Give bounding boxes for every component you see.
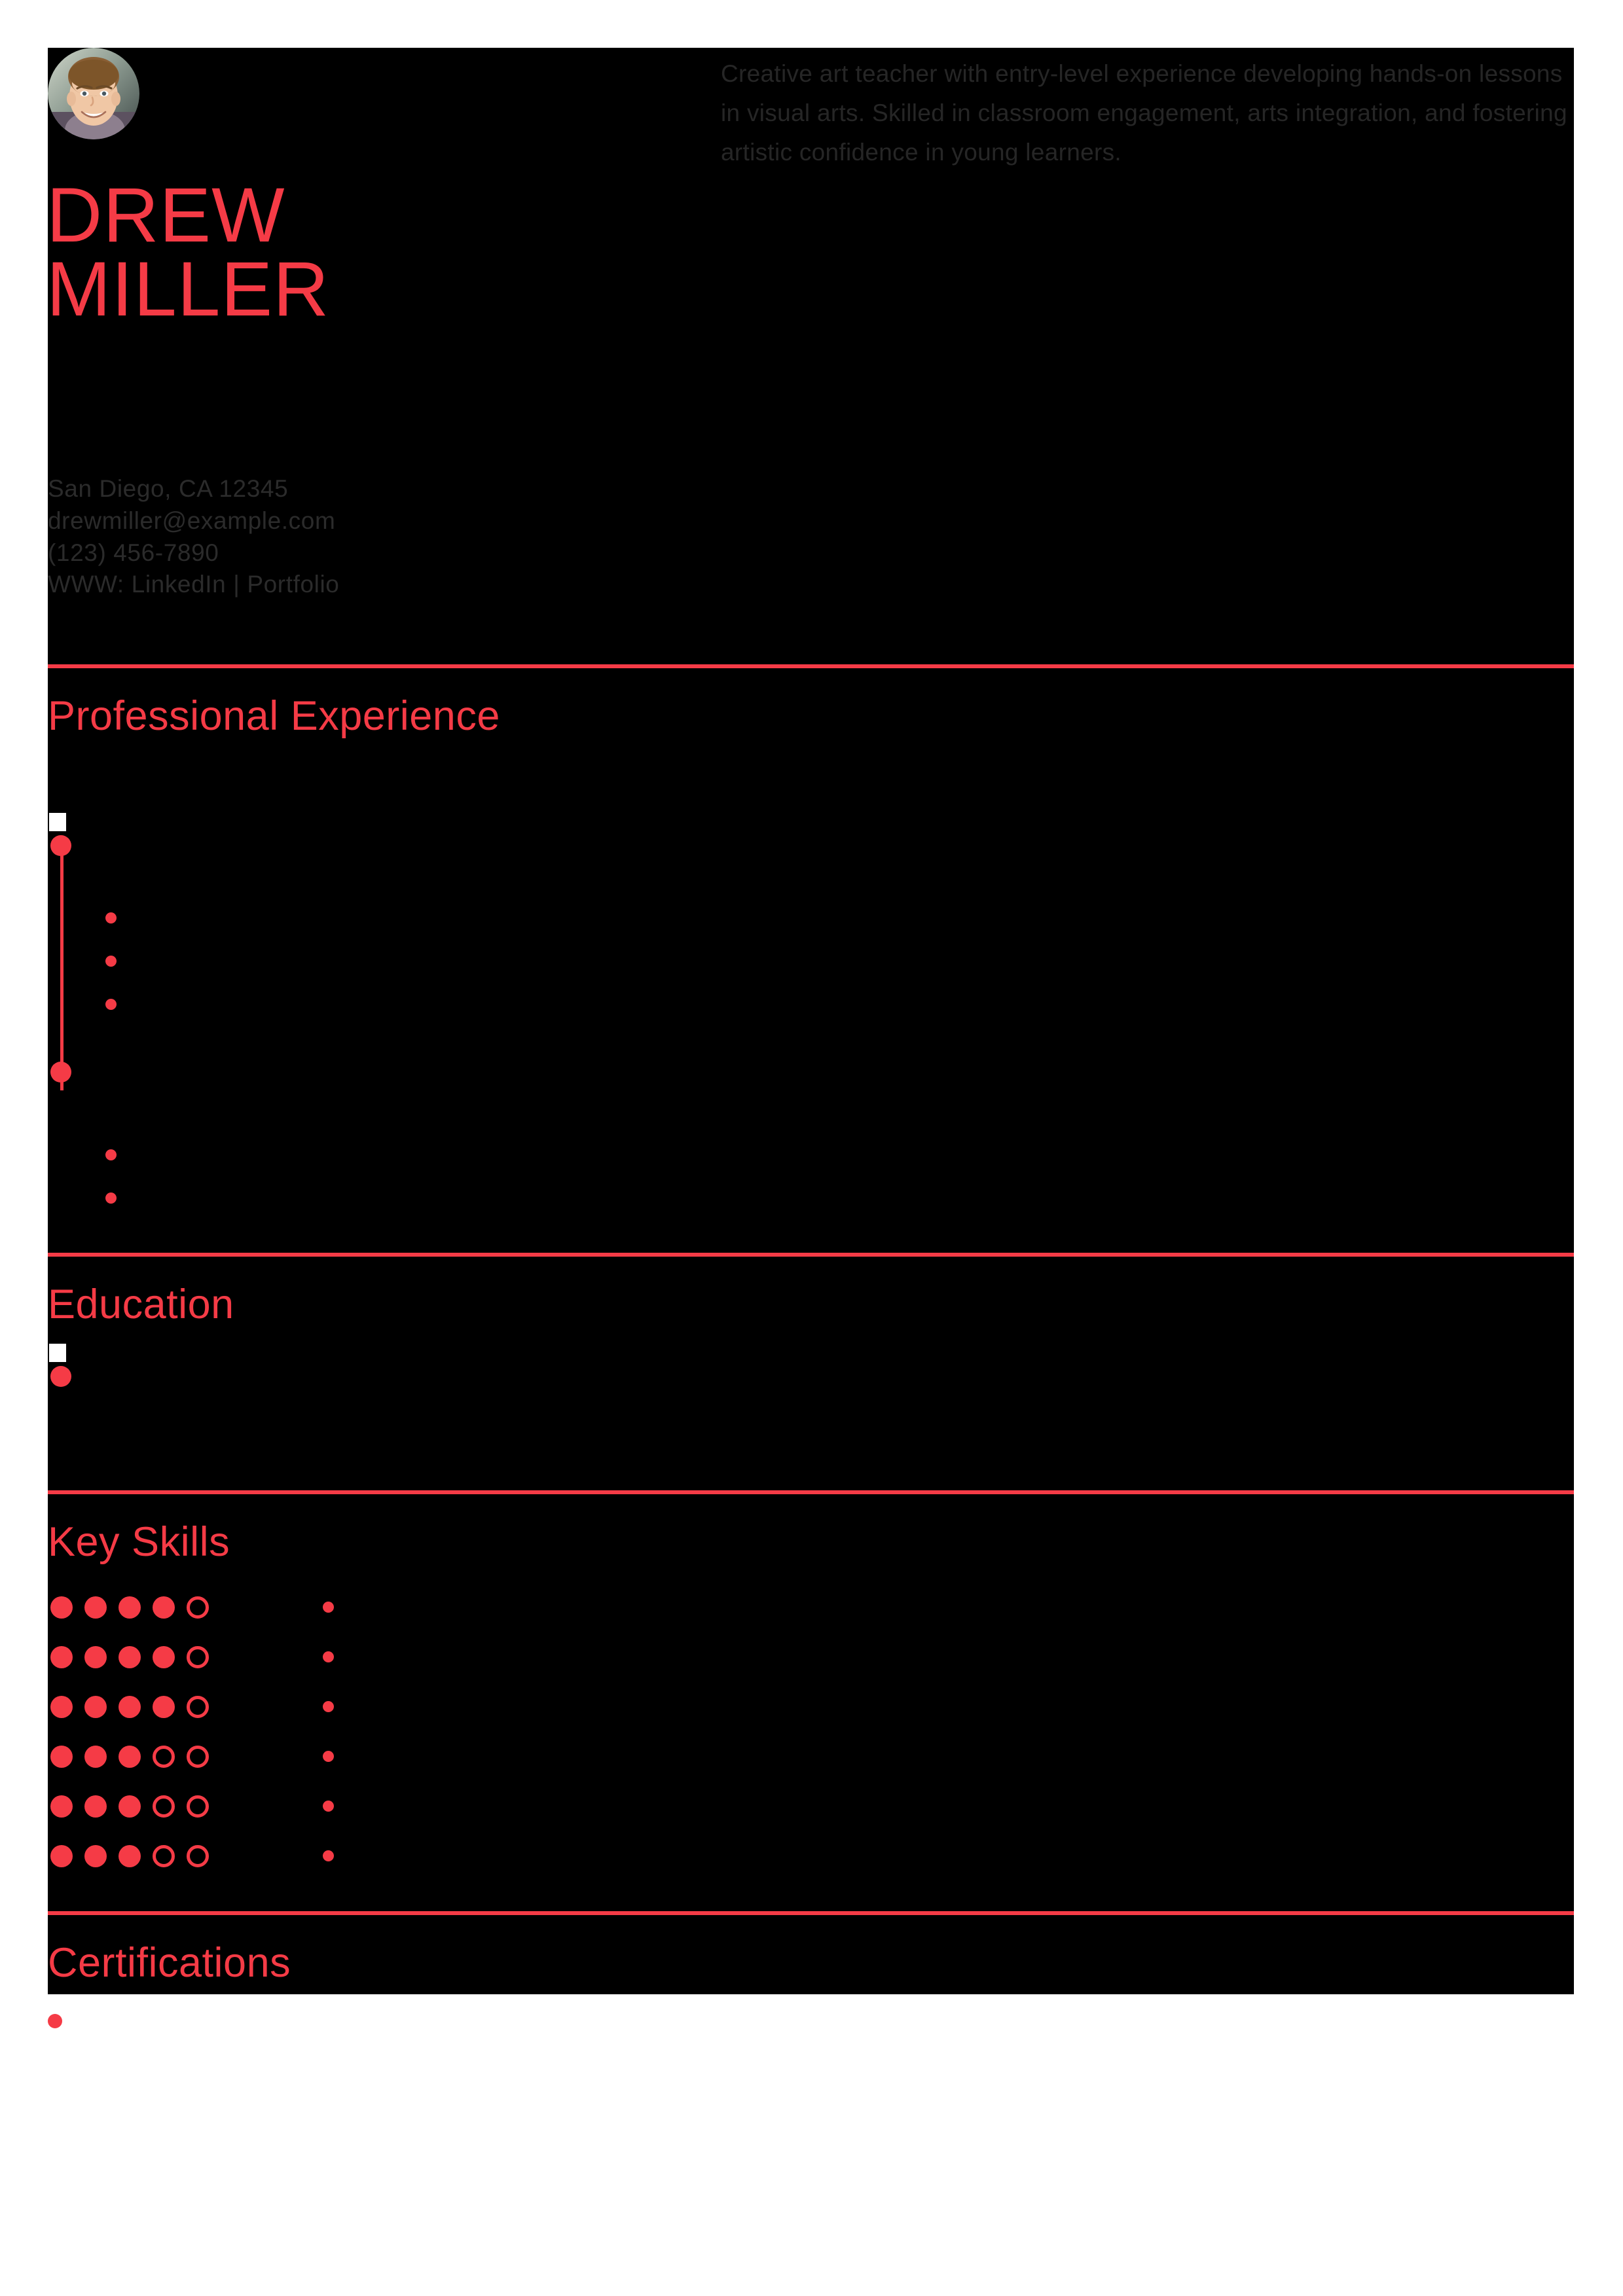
contact-info: San Diego, CA 12345 drewmiller@example.c…: [48, 473, 637, 601]
list-item: [105, 950, 1574, 967]
rating-pip-filled: [50, 1845, 73, 1867]
rating-pip-empty: [187, 1596, 209, 1619]
skill-rating: [48, 1682, 323, 1732]
skill-label: [323, 1732, 1574, 1782]
skill-label: [323, 1782, 1574, 1831]
rating-pip-filled: [119, 1746, 141, 1768]
skill-rating: [48, 1732, 323, 1782]
section-title-skills: Key Skills: [48, 1519, 230, 1565]
rating-pip-filled: [119, 1646, 141, 1668]
list-item: [105, 994, 1574, 1010]
skill-label: [323, 1583, 1574, 1632]
rating-pip-filled: [50, 1646, 73, 1668]
profile-photo-icon: [48, 48, 139, 139]
rating-pip-empty: [187, 1795, 209, 1818]
contact-email[interactable]: drewmiller@example.com: [48, 507, 336, 534]
skill-rating: [48, 1583, 323, 1632]
timeline-rail: [60, 842, 64, 1090]
section-title-experience: Professional Experience: [48, 693, 500, 739]
entry-date-badge: [49, 813, 66, 831]
contact-phone: (123) 456-7890: [48, 539, 219, 566]
rating-pip-empty: [153, 1746, 175, 1768]
education-entry: [48, 1331, 1574, 1399]
contact-address: San Diego, CA 12345: [48, 475, 289, 502]
rating-pip-filled: [50, 1596, 73, 1619]
rating-pip-filled: [50, 1696, 73, 1718]
page-title: DREW MILLER: [46, 172, 701, 333]
rating-pip-filled: [50, 1795, 73, 1818]
rating-pip-filled: [119, 1845, 141, 1867]
list-item: [48, 2010, 1574, 2028]
list-item: [105, 907, 1574, 924]
section-certifications: Certifications: [48, 1911, 1574, 2028]
timeline-node: [50, 1366, 71, 1387]
resume-header: DREW MILLER San Diego, CA 12345 drewmill…: [46, 48, 1574, 664]
skill-rating: [48, 1782, 323, 1831]
rating-pip-empty: [153, 1845, 175, 1867]
rating-pip-filled: [119, 1696, 141, 1718]
experience-entry: [48, 1037, 1574, 1106]
education-timeline: [48, 1331, 1574, 1399]
rating-pip-empty: [187, 1746, 209, 1768]
section-education: Education: [48, 1253, 1574, 1490]
experience-entry: [48, 742, 1574, 867]
first-name: DREW: [46, 172, 285, 259]
rating-pip-empty: [187, 1845, 209, 1867]
skill-rating: [48, 1831, 323, 1881]
certification-list: [48, 1989, 1574, 2028]
rating-pip-filled: [119, 1596, 141, 1619]
rating-pip-filled: [84, 1696, 107, 1718]
rating-pip-empty: [153, 1795, 175, 1818]
entry-date-badge: [49, 1344, 66, 1362]
skill-label: [323, 1831, 1574, 1881]
skill-rating: [48, 1632, 323, 1682]
rating-pip-empty: [187, 1646, 209, 1668]
rating-pip-filled: [119, 1795, 141, 1818]
rating-pip-filled: [84, 1746, 107, 1768]
resume-document: DREW MILLER San Diego, CA 12345 drewmill…: [46, 48, 1574, 2028]
rating-pip-filled: [84, 1596, 107, 1619]
timeline-node: [50, 835, 71, 856]
rating-pip-filled: [50, 1746, 73, 1768]
section-title-education: Education: [48, 1282, 234, 1327]
section-professional-experience: Professional Experience: [48, 664, 1574, 1253]
avatar: [48, 48, 139, 139]
rating-pip-filled: [84, 1646, 107, 1668]
skill-label: [323, 1682, 1574, 1732]
rating-pip-filled: [153, 1596, 175, 1619]
list-item: [105, 1144, 1574, 1160]
skills-grid: [48, 1568, 1574, 1881]
summary-text: Creative art teacher with entry-level ex…: [721, 60, 1567, 166]
last-name: MILLER: [46, 246, 330, 333]
skill-label: [323, 1632, 1574, 1682]
professional-summary: Creative art teacher with entry-level ex…: [721, 54, 1578, 172]
entry-bullet-list: [105, 907, 1574, 1010]
rating-pip-filled: [153, 1646, 175, 1668]
entry-bullet-list: [105, 1144, 1574, 1204]
list-item: [105, 1187, 1574, 1204]
contact-websites[interactable]: WWW: LinkedIn | Portfolio: [48, 571, 340, 598]
rating-pip-filled: [84, 1845, 107, 1867]
rating-pip-filled: [84, 1795, 107, 1818]
timeline-node: [50, 1062, 71, 1083]
section-title-certifications: Certifications: [48, 1940, 291, 1986]
rating-pip-empty: [187, 1696, 209, 1718]
experience-timeline: [48, 742, 1574, 1204]
rating-pip-filled: [153, 1696, 175, 1718]
section-key-skills: Key Skills: [48, 1490, 1574, 1911]
